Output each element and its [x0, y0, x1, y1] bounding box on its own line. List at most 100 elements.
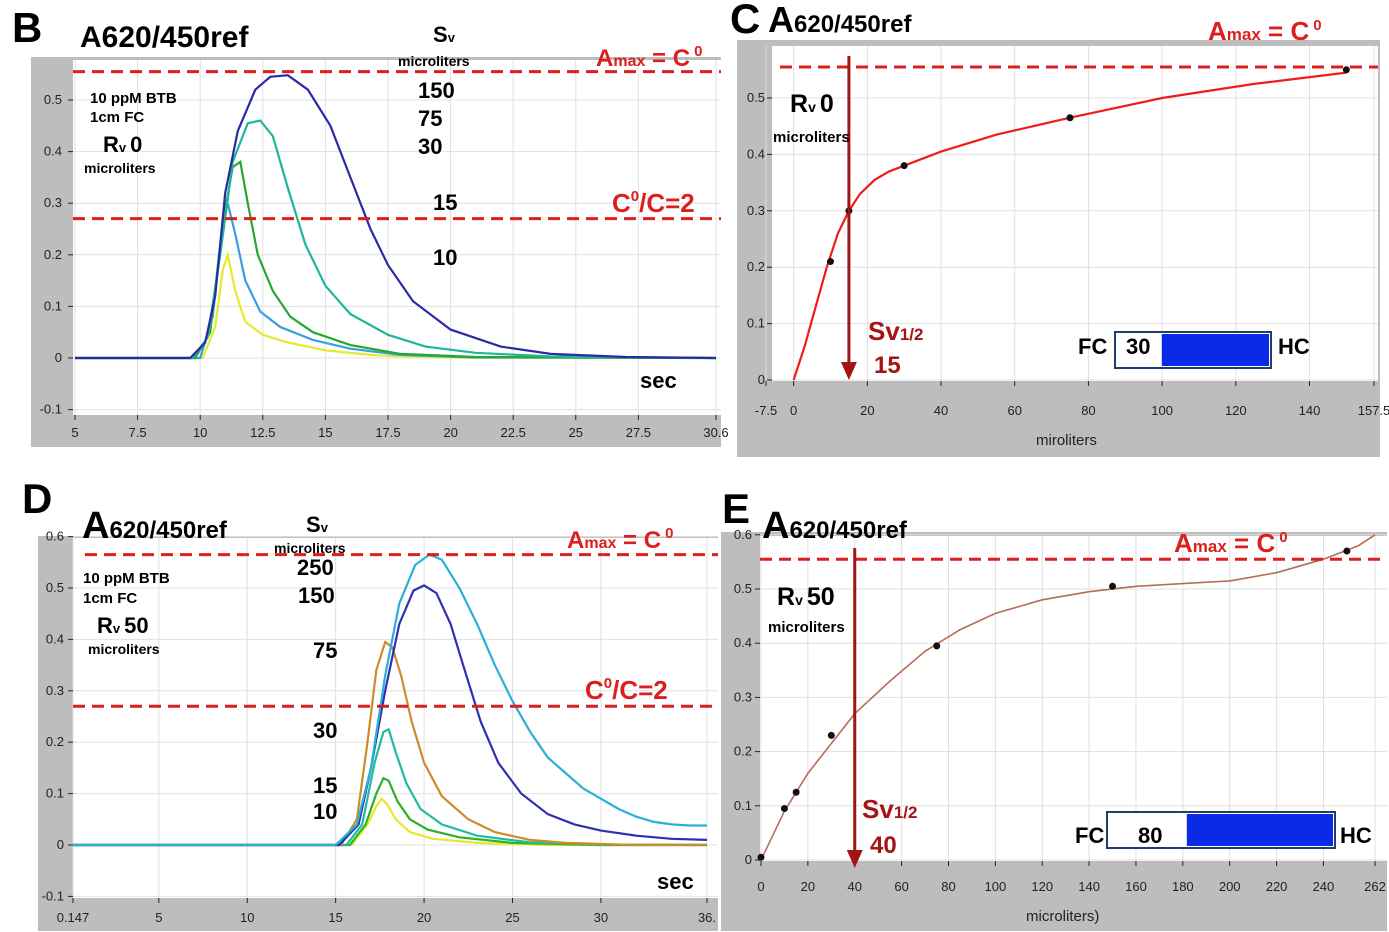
x-tick-label: 12.5 — [250, 425, 275, 440]
y-tick-label: 0.1 — [747, 316, 765, 331]
x-tick-label: 10 — [193, 425, 207, 440]
y-tick-label: 0.1 — [44, 298, 62, 313]
y-tick-label: -0.1 — [42, 888, 64, 903]
x-tick-label: 100 — [1151, 403, 1173, 418]
panel-e-sv-half-label: Sv1/2 — [862, 794, 917, 824]
y-tick-label: 0.4 — [734, 635, 752, 650]
panel-b-title: A620/450ref — [80, 21, 249, 54]
panel-c-letter: C — [730, 0, 760, 42]
y-tick-label: 0.2 — [734, 744, 752, 759]
x-tick-label: 120 — [1031, 879, 1053, 894]
series-line-150 — [75, 74, 717, 360]
panel-d-sv-value: 250 — [297, 555, 334, 580]
panel-d-sv-unit: microliters — [274, 540, 346, 556]
x-tick-label: 240 — [1313, 879, 1335, 894]
y-tick-label: 0 — [758, 372, 765, 387]
x-tick-label: -7.5 — [755, 403, 777, 418]
x-tick-label: 30 — [594, 910, 608, 925]
x-tick-label: 0 — [790, 403, 797, 418]
panel-b-condition-2: 1cm FC — [90, 109, 144, 126]
x-tick-label: 0 — [757, 879, 764, 894]
data-point — [792, 788, 800, 796]
panel-d-sv-value: 150 — [298, 583, 335, 608]
x-tick-label: 17.5 — [375, 425, 400, 440]
x-tick-label: 262 — [1364, 879, 1386, 894]
panel-b-sv-value: 15 — [433, 190, 457, 215]
data-point — [1342, 66, 1350, 74]
panel-b-x-axis-label: sec — [640, 368, 677, 393]
y-tick-label: 0.3 — [46, 683, 64, 698]
panel-e-ratio-bar — [1106, 811, 1336, 849]
panel-b-sv-value: 75 — [418, 106, 442, 131]
panel-b-rv-label: Rv 0 — [103, 132, 142, 157]
x-tick-label: 30.6 — [703, 425, 728, 440]
x-tick-label: 60 — [894, 879, 908, 894]
data-point — [1066, 114, 1074, 122]
panel-c-hc-label: HC — [1278, 334, 1310, 359]
panel-e-hc-label: HC — [1340, 823, 1372, 848]
panel-d-rv-label: Rv 50 — [97, 613, 149, 638]
panel-b-sv-value: 150 — [418, 78, 455, 103]
y-tick-label: 0.1 — [734, 798, 752, 813]
x-tick-label: 25 — [505, 910, 519, 925]
panel-e-title: A620/450ref — [762, 505, 908, 547]
data-point — [845, 207, 853, 215]
x-tick-label: 220 — [1266, 879, 1288, 894]
panel-d-sv-value: 10 — [313, 799, 337, 824]
x-tick-label: 180 — [1172, 879, 1194, 894]
panel-e-ratio-value: 80 — [1138, 823, 1162, 848]
x-tick-label: 5 — [155, 910, 162, 925]
x-tick-label: 157.5 — [1358, 403, 1389, 418]
x-tick-label: 120 — [1225, 403, 1247, 418]
series-line-15 — [75, 202, 717, 360]
x-tick-label: 140 — [1078, 879, 1100, 894]
panel-b-sv-value: 30 — [418, 134, 442, 159]
panel-c-ratio-bar — [1114, 331, 1272, 369]
panel-e-rv-unit: microliters — [768, 619, 845, 636]
panel-b-plot-area — [73, 60, 721, 415]
data-point — [900, 162, 908, 170]
y-tick-label: 0 — [57, 837, 64, 852]
panel-e-letter: E — [722, 485, 750, 532]
panel-c-plot-area — [772, 46, 1378, 381]
y-tick-label: 0 — [745, 852, 752, 867]
x-tick-label: 20 — [443, 425, 457, 440]
x-tick-label: 10 — [240, 910, 254, 925]
data-point — [1343, 547, 1351, 555]
data-point — [826, 258, 834, 266]
panel-d-sv-value: 15 — [313, 773, 337, 798]
x-tick-label: 20 — [860, 403, 874, 418]
panel-e-x-axis-label: microliters) — [1026, 908, 1099, 925]
panel-c-ratio-bar-fill — [1161, 334, 1269, 366]
y-tick-label: 0.4 — [46, 631, 64, 646]
panel-d-sv-label: Sv — [306, 512, 329, 537]
x-tick-label: 160 — [1125, 879, 1147, 894]
x-tick-label: 36. — [698, 910, 716, 925]
panel-d-sv-value: 30 — [313, 718, 337, 743]
panel-c-frame — [737, 40, 1380, 457]
panel-e-fit-curve — [760, 534, 1376, 861]
x-tick-label: 15 — [318, 425, 332, 440]
panel-d-x-axis-label: sec — [657, 869, 694, 894]
y-tick-label: 0.5 — [734, 581, 752, 596]
panel-d-plot-area — [73, 538, 718, 898]
panel-d-sv-value: 75 — [313, 638, 337, 663]
data-point — [827, 731, 835, 739]
panel-d-rv-unit: microliters — [88, 641, 160, 657]
x-tick-label: 25 — [569, 425, 583, 440]
y-tick-label: 0.5 — [747, 90, 765, 105]
x-tick-label: 200 — [1219, 879, 1241, 894]
x-tick-label: 100 — [984, 879, 1006, 894]
panel-d-condition-1: 10 ppM BTB — [83, 570, 170, 587]
y-tick-label: 0.3 — [44, 195, 62, 210]
x-tick-label: 5 — [71, 425, 78, 440]
y-tick-label: 0.6 — [46, 529, 64, 544]
panel-d-letter: D — [22, 475, 52, 522]
series-line-10 — [75, 250, 717, 360]
panel-b-sv-label: Sv — [433, 22, 456, 47]
